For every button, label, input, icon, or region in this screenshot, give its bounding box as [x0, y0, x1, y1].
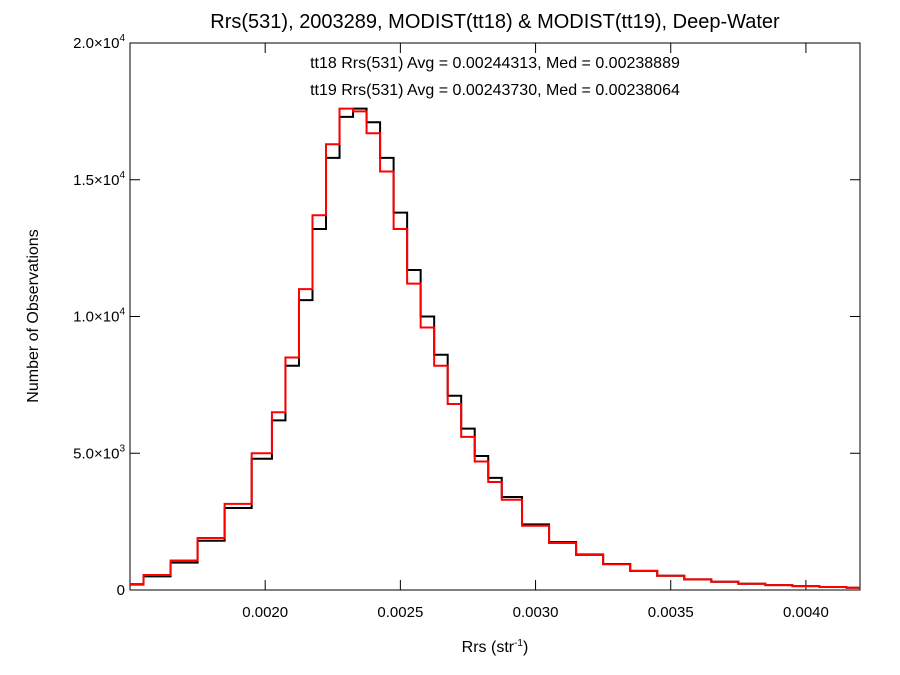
x-axis-label-close: ): [523, 639, 528, 656]
y-tick-mantissa: 1.5×10: [73, 172, 119, 189]
y-tick-mantissa: 5.0×10: [73, 445, 119, 462]
y-tick-mantissa: 2.0×10: [73, 35, 119, 52]
x-tick-label: 0.0025: [377, 604, 423, 621]
series-layer: [130, 107, 860, 589]
chart-title: Rrs(531), 2003289, MODIST(tt18) & MODIST…: [210, 11, 780, 33]
y-tick-label: 1.0×104: [73, 307, 125, 326]
x-axis-ticks: 0.0020 0.0025 0.0030 0.0035 0.0040: [242, 43, 829, 621]
x-axis-label: Rrs (str-1): [462, 638, 529, 656]
x-tick-label: 0.0035: [648, 604, 694, 621]
x-tick-label: 0.0020: [242, 604, 288, 621]
y-tick-exponent: 3: [119, 443, 125, 454]
y-tick-exponent: 4: [119, 307, 125, 318]
series-tt18-line: [130, 107, 860, 589]
x-tick-label: 0.0040: [783, 604, 829, 621]
y-tick-label: 1.5×104: [73, 170, 125, 189]
x-axis-label-exponent: -1: [514, 638, 523, 649]
y-tick-mantissa: 0: [117, 582, 125, 599]
y-tick-label: 5.0×103: [73, 443, 125, 462]
y-tick-label: 0: [117, 582, 125, 599]
y-tick-mantissa: 1.0×10: [73, 309, 119, 326]
x-axis-label-base: Rrs (str: [462, 639, 515, 656]
annotation-tt18: tt18 Rrs(531) Avg = 0.00244313, Med = 0.…: [310, 55, 680, 72]
y-tick-exponent: 4: [119, 33, 125, 44]
x-tick-label: 0.0030: [513, 604, 559, 621]
series-tt19-line: [130, 107, 860, 589]
annotation-tt19: tt19 Rrs(531) Avg = 0.00243730, Med = 0.…: [310, 82, 680, 99]
y-tick-label: 2.0×104: [73, 33, 125, 52]
y-tick-exponent: 4: [119, 170, 125, 181]
y-axis-label: Number of Observations: [25, 229, 42, 402]
